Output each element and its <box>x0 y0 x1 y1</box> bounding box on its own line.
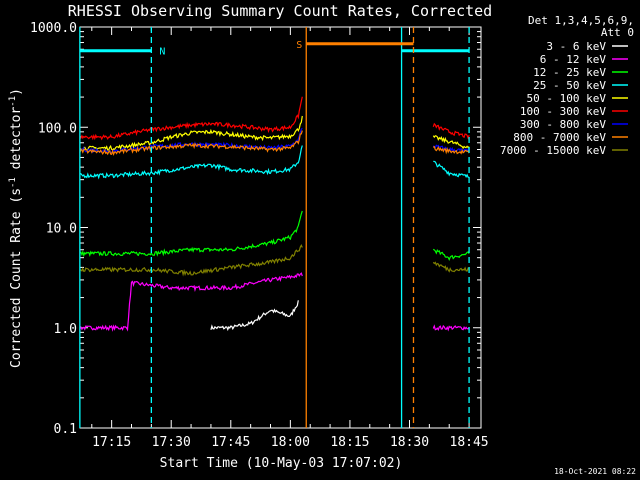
plot-area: 0.1 1.0 10.0 100.0 1000.0 17:15 17:30 17:45 18:0… <box>30 21 489 450</box>
series-5-line-post-gap <box>432 122 470 140</box>
y-axis-label-exp1: -1 <box>8 177 18 188</box>
x-tick-label: 17:30 <box>152 435 191 450</box>
series-4-line-post-gap <box>432 135 470 150</box>
annotation-2-label: S <box>296 40 302 51</box>
y-axis-label-exp2: -1 <box>8 96 18 107</box>
chart-title: RHESSI Observing Summary Count Rates, Co… <box>68 2 492 20</box>
legend-title-line-2: Att 0 <box>601 26 634 39</box>
legend-item-6-label: 300 - 800 keV <box>520 118 606 131</box>
legend-item-7-label: 800 - 7000 keV <box>513 131 606 144</box>
y-tick-label: 10.0 <box>46 222 77 237</box>
annotation-0-label: N <box>159 47 165 58</box>
series-6-line-post-gap <box>432 144 470 153</box>
legend-item-1-label: 6 - 12 keV <box>540 53 607 66</box>
series-8-line-pre-gap <box>79 243 303 277</box>
y-tick-label: 1.0 <box>54 322 77 337</box>
series-8-line-post-gap <box>432 261 470 273</box>
legend-item-0-label: 3 - 6 keV <box>546 40 606 53</box>
legend-item-5-label: 100 - 300 keV <box>520 105 606 118</box>
x-tick-label: 18:15 <box>330 435 369 450</box>
x-tick-label: 18:30 <box>390 435 429 450</box>
series-1-line-pre-gap <box>79 272 303 332</box>
legend-item-3-label: 25 - 50 keV <box>533 79 606 92</box>
x-tick-label: 18:00 <box>271 435 310 450</box>
x-tick-label: 18:45 <box>450 435 489 450</box>
legend-item-4-label: 50 - 100 keV <box>527 92 607 105</box>
y-tick-label: 100.0 <box>38 121 77 136</box>
y-tick-label: 0.1 <box>54 422 77 437</box>
series-3-line-pre-gap <box>79 145 303 180</box>
y-tick-label: 1000.0 <box>30 21 77 36</box>
series-6-line-pre-gap <box>79 127 303 154</box>
series-0-line-pre-gap <box>210 300 299 332</box>
y-axis-label: Corrected Count Rate (s-1 detector-1) <box>8 88 24 368</box>
series-5-line-pre-gap <box>79 96 303 141</box>
legend-title-line-1: Det 1,3,4,5,6,9, <box>528 14 634 27</box>
y-axis-label-end: ) <box>9 88 24 96</box>
series-7-line-pre-gap <box>79 130 303 157</box>
y-axis-label-main: Corrected Count Rate (s <box>9 188 24 368</box>
series-3-line-post-gap <box>433 160 470 178</box>
legend-item-2-label: 12 - 25 keV <box>533 66 606 79</box>
series-2-line-post-gap <box>432 248 470 261</box>
series-2-line-pre-gap <box>79 210 303 258</box>
x-axis-label: Start Time (10-May-03 17:07:02) <box>160 456 403 471</box>
series-7-line-post-gap <box>432 145 470 155</box>
x-tick-label: 17:15 <box>92 435 131 450</box>
y-axis-label-mid: detector <box>9 107 24 178</box>
series-1-line-post-gap <box>432 324 470 332</box>
x-tick-label: 17:45 <box>211 435 250 450</box>
series-4-line-pre-gap <box>79 115 303 151</box>
run-timestamp: 18-Oct-2021 08:22 <box>554 467 636 476</box>
legend-item-8-label: 7000 - 15000 keV <box>500 144 606 157</box>
